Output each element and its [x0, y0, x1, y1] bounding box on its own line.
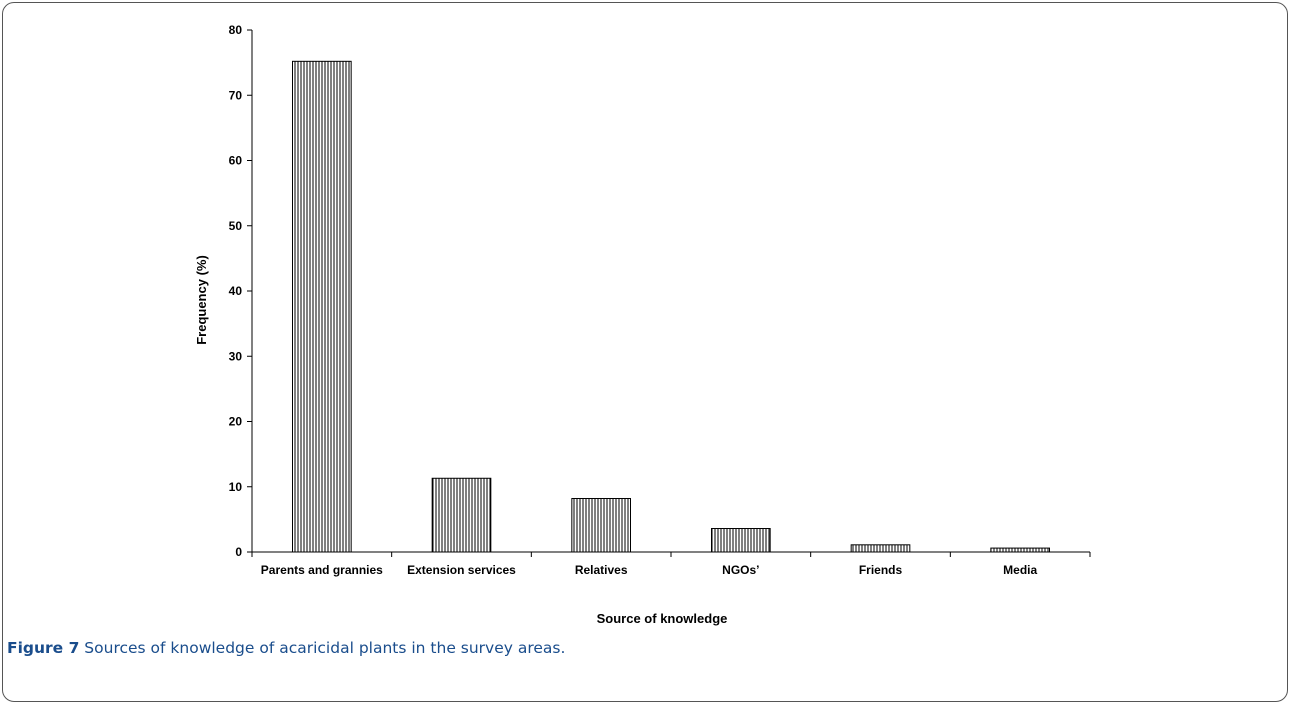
y-tick-label: 40	[229, 284, 243, 298]
y-tick-label: 0	[235, 545, 242, 559]
y-tick-label: 30	[229, 349, 243, 363]
figure-caption-label: Figure 7	[7, 639, 80, 657]
x-tick-label: Extension services	[407, 563, 516, 577]
bar	[990, 547, 1050, 553]
bar-chart: 0 10 20 30 40 50 60 70 80 Parents and grannies Ex…	[194, 23, 1091, 626]
y-tick-label: 50	[229, 219, 243, 233]
bar	[431, 477, 492, 553]
y-tick-label: 20	[229, 415, 243, 429]
bar	[711, 528, 771, 553]
y-axis: 0 10 20 30 40 50 60 70 80	[229, 23, 253, 559]
y-axis-title: Frequency (%)	[194, 255, 209, 345]
figure-caption: Figure 7 Sources of knowledge of acarici…	[7, 639, 565, 657]
y-tick-label: 10	[229, 480, 243, 494]
x-tick-label: Parents and grannies	[261, 563, 383, 577]
bar	[292, 60, 352, 553]
bars	[292, 60, 1050, 553]
figure-caption-text: Sources of knowledge of acaricidal plant…	[79, 639, 566, 657]
x-tick-label: Friends	[859, 563, 903, 577]
x-tick-labels: Parents and grannies Extension services Re…	[261, 563, 1038, 577]
y-tick-label: 70	[229, 88, 243, 102]
bar	[850, 544, 911, 553]
y-tick-label: 80	[229, 23, 243, 37]
bar	[571, 497, 631, 553]
x-tick-label: Media	[1003, 563, 1037, 577]
x-tick-label: Relatives	[575, 563, 628, 577]
y-tick-label: 60	[229, 154, 243, 168]
x-tick-label: NGOs’	[722, 563, 759, 577]
x-axis-title: Source of knowledge	[597, 611, 728, 626]
x-axis	[251, 551, 1091, 557]
